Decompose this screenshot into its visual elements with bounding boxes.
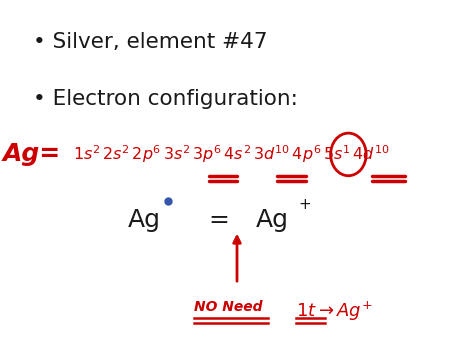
- Text: NO Need: NO Need: [194, 300, 263, 314]
- Text: Ag: Ag: [256, 208, 289, 232]
- Text: $\mathit{1s^2\,2s^2\,2p^6\,3s^2\,3p^6\,4s^2\,3d^{10}\,4p^6\,5s^1\,4d^{10}}$: $\mathit{1s^2\,2s^2\,2p^6\,3s^2\,3p^6\,4…: [73, 143, 390, 165]
- Text: =: =: [209, 208, 229, 232]
- Text: Ag: Ag: [128, 208, 161, 232]
- Text: +: +: [299, 197, 311, 212]
- Text: $\mathit{1t \rightarrow Ag^{+}}$: $\mathit{1t \rightarrow Ag^{+}}$: [296, 300, 373, 323]
- Text: Ag=: Ag=: [2, 142, 61, 166]
- Text: • Electron configuration:: • Electron configuration:: [33, 89, 298, 109]
- Text: • Silver, element #47: • Silver, element #47: [33, 32, 268, 52]
